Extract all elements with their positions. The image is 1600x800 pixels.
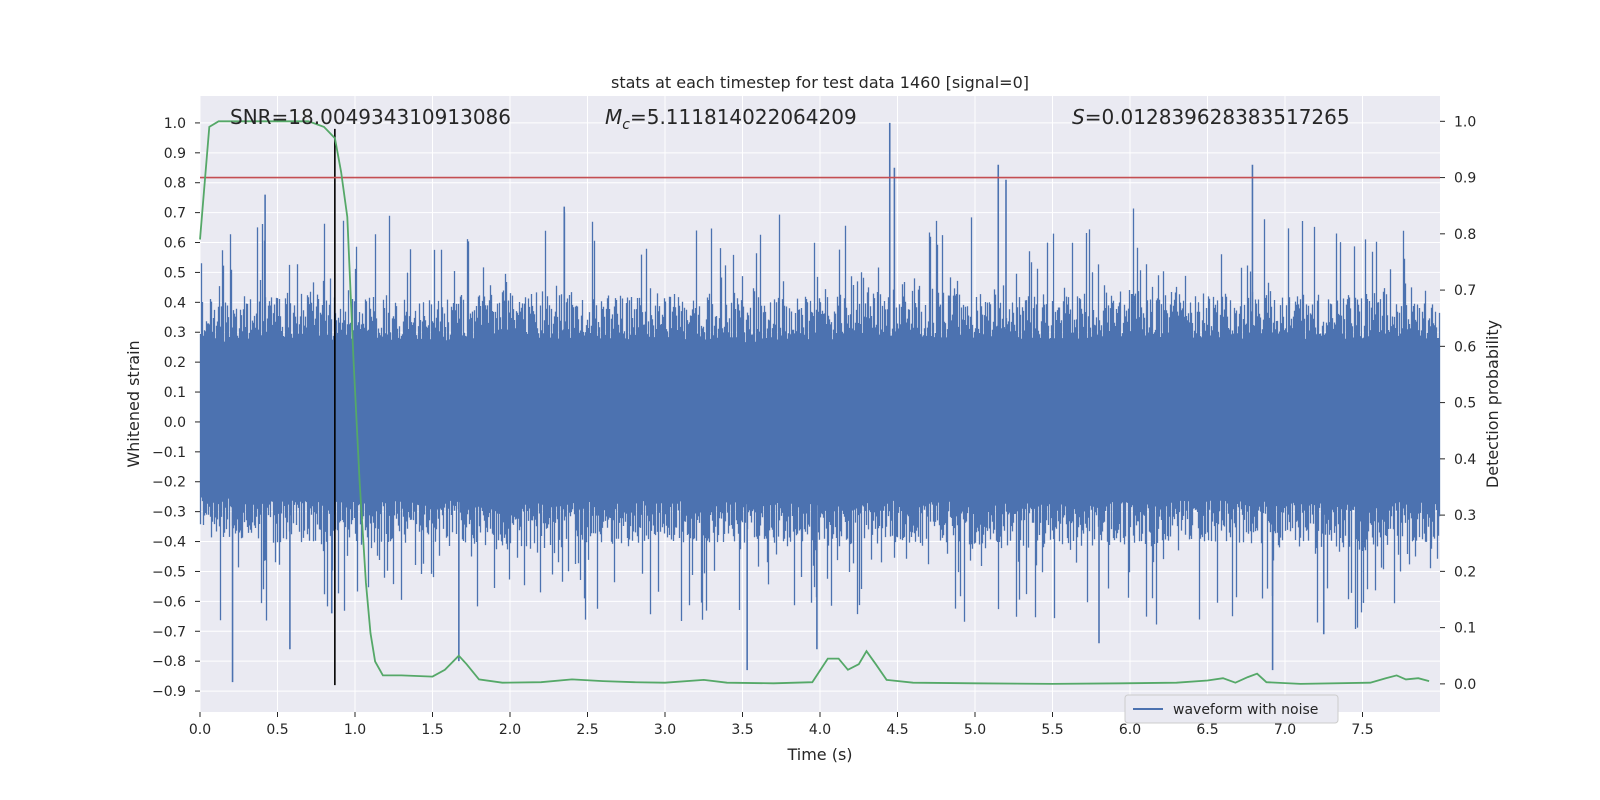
y-tick-label-right: 0.0: [1454, 677, 1476, 693]
y-tick-label-right: 0.3: [1454, 508, 1476, 524]
y-axis-label-right: Detection probability: [1483, 320, 1502, 488]
y-tick-label-right: 0.7: [1454, 283, 1476, 299]
y-tick-label-right: 0.8: [1454, 227, 1476, 243]
y-tick-label-right: 0.2: [1454, 564, 1476, 580]
y-tick-label-left: −0.3: [152, 505, 186, 521]
x-tick-label: 2.0: [499, 722, 521, 738]
y-tick-label-left: 0.9: [164, 146, 186, 162]
x-tick-label: 7.0: [1274, 722, 1296, 738]
chirp-mass-annotation: Mc=5.111814022064209: [605, 105, 857, 133]
y-tick-label-left: 0.8: [164, 176, 186, 192]
y-tick-label-left: −0.5: [152, 564, 186, 580]
x-tick-label: 0.5: [266, 722, 288, 738]
chirp-mass-value: =5.111814022064209: [630, 105, 857, 129]
x-tick-label: 0.0: [189, 722, 211, 738]
legend-label: waveform with noise: [1173, 702, 1318, 718]
y-tick-label-left: 0.2: [164, 355, 186, 371]
x-tick-label: 7.5: [1351, 722, 1373, 738]
x-tick-label: 6.5: [1196, 722, 1218, 738]
y-tick-label-left: −0.1: [152, 445, 186, 461]
y-tick-label-left: 0.6: [164, 236, 186, 252]
legend: waveform with noise: [1124, 694, 1339, 724]
y-tick-label-left: 0.1: [164, 385, 186, 401]
x-tick-label: 2.5: [576, 722, 598, 738]
x-tick-label: 6.0: [1119, 722, 1141, 738]
y-tick-label-left: −0.8: [152, 654, 186, 670]
x-tick-label: 3.0: [654, 722, 676, 738]
x-axis-label: Time (s): [786, 745, 852, 764]
x-tick-label: 4.5: [886, 722, 908, 738]
y-tick-label-left: 0.7: [164, 206, 186, 222]
y-tick-label-left: 0.4: [164, 295, 186, 311]
snr-annotation: SNR=18.004934310913086: [230, 105, 511, 129]
x-tick-label: 1.0: [344, 722, 366, 738]
chirp-mass-symbol: M: [605, 105, 622, 129]
s-annotation: S=0.012839628383517265: [1072, 105, 1350, 129]
y-tick-label-right: 0.1: [1454, 621, 1476, 637]
y-tick-label-left: −0.9: [152, 684, 186, 700]
x-tick-label: 1.5: [421, 722, 443, 738]
strain-bars: [199, 122, 1441, 683]
x-ticks: 0.0 0.5 1.0 1.5 2.0 2.5 3.0 3.5 4.0 4.5 5.0 5.5 6.0 6…: [189, 712, 1374, 738]
y-tick-label-left: −0.4: [152, 535, 186, 551]
s-symbol: S: [1072, 105, 1085, 129]
x-tick-label: 5.5: [1041, 722, 1063, 738]
y-tick-label-right: 0.5: [1454, 396, 1476, 412]
y-tick-label-left: −0.2: [152, 475, 186, 491]
x-tick-label: 5.0: [964, 722, 986, 738]
y-ticks-left: −0.9 −0.8 −0.7 −0.6 −0.5 −0.4 −0.3 −0.2 −0.1 0.0 0…: [152, 116, 200, 700]
y-ticks-right: 0.0 0.1 0.2 0.3 0.4 0.5 0.6 0.7 0.8 0.9 1.0: [1440, 114, 1476, 693]
chart-title: stats at each timestep for test data 146…: [611, 73, 1029, 92]
y-tick-label-right: 0.9: [1454, 171, 1476, 187]
y-tick-label-left: 0.5: [164, 265, 186, 281]
x-tick-label: 4.0: [809, 722, 831, 738]
y-tick-label-right: 1.0: [1454, 114, 1476, 130]
y-tick-label-left: 0.3: [164, 325, 186, 341]
y-axis-label-left: Whitened strain: [124, 340, 143, 467]
s-value: =0.012839628383517265: [1085, 105, 1350, 129]
y-tick-label-left: 0.0: [164, 415, 186, 431]
y-tick-label-right: 0.6: [1454, 339, 1476, 355]
y-tick-label-left: 1.0: [164, 116, 186, 132]
probability-line: [199, 120, 1430, 685]
y-tick-label-left: −0.7: [152, 624, 186, 640]
legend-box: [1124, 694, 1339, 724]
chirp-mass-subscript: c: [622, 117, 630, 133]
strain-noise-bars: [199, 208, 1441, 629]
y-tick-label-left: −0.6: [152, 594, 186, 610]
x-tick-label: 3.5: [731, 722, 753, 738]
y-tick-label-right: 0.4: [1454, 452, 1476, 468]
